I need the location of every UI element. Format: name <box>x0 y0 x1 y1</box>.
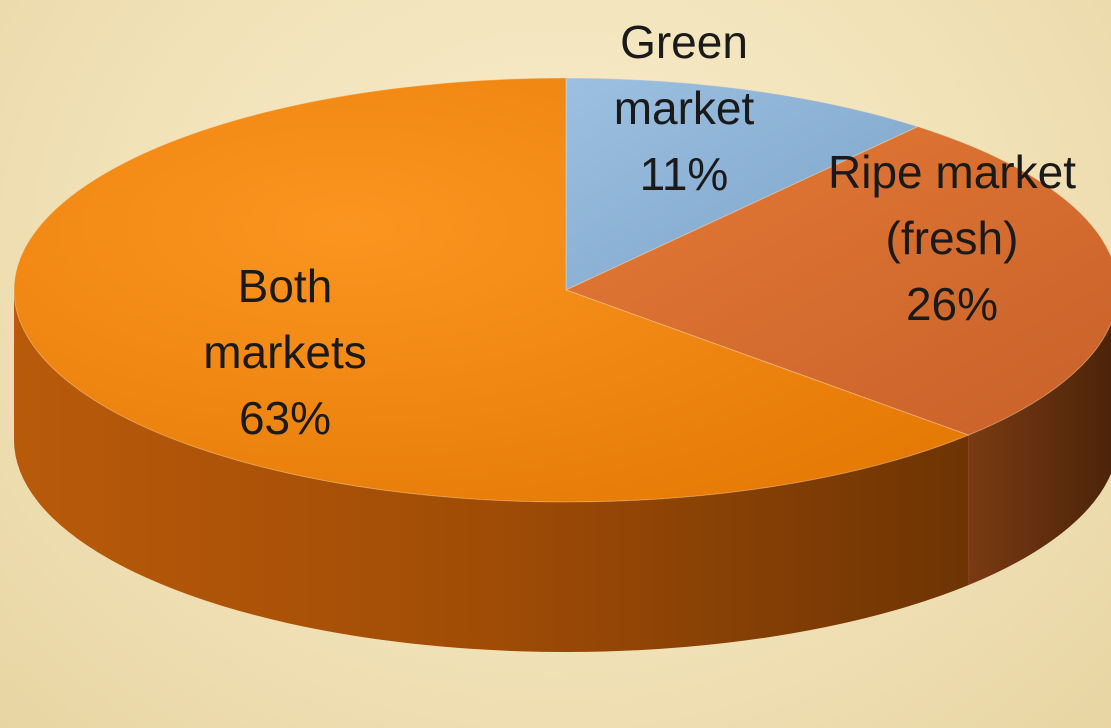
green-market-slice <box>565 77 920 291</box>
both-markets-slice <box>13 77 970 503</box>
both-markets-side <box>14 290 969 652</box>
both-markets-label: Both markets 63% <box>203 260 367 444</box>
green-market-label: Green market 11% <box>614 16 755 200</box>
ripe-market-label: Ripe market (fresh) 26% <box>828 146 1076 330</box>
ripe-market-side <box>968 323 1111 586</box>
ripe-market-slice <box>564 126 1111 436</box>
